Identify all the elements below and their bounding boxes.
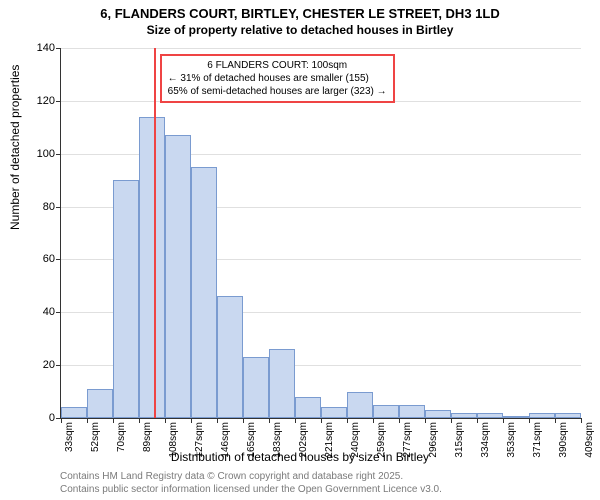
y-tick-label: 60 (43, 253, 55, 265)
footer-line1: Contains HM Land Registry data © Crown c… (60, 470, 442, 483)
y-tick-label: 40 (43, 306, 55, 318)
y-axis-label: Number of detached properties (8, 65, 22, 230)
y-tick-label: 100 (37, 148, 55, 160)
annotation-line2: ← 31% of detached houses are smaller (15… (168, 72, 387, 85)
page-subtitle: Size of property relative to detached ho… (0, 23, 600, 39)
histogram-bar (191, 167, 217, 418)
reference-line (154, 48, 156, 418)
histogram-bar (477, 413, 503, 418)
x-tick-label: 33sqm (64, 422, 75, 452)
histogram-bar (269, 349, 295, 418)
histogram-bar (165, 135, 191, 418)
histogram-bar (295, 397, 321, 418)
histogram-bar (87, 389, 113, 418)
footer-line2: Contains public sector information licen… (60, 483, 442, 496)
histogram-bar (347, 392, 373, 418)
annotation-line1: 6 FLANDERS COURT: 100sqm (168, 59, 387, 72)
histogram-bar (61, 407, 87, 418)
histogram-bar (399, 405, 425, 418)
histogram-bar (555, 413, 581, 418)
y-tick-label: 80 (43, 201, 55, 213)
histogram-bar (451, 413, 477, 418)
annotation-box: 6 FLANDERS COURT: 100sqm ← 31% of detach… (160, 54, 395, 103)
x-tick-label: 70sqm (116, 422, 127, 452)
y-tick-label: 140 (37, 42, 55, 54)
histogram-bar (217, 296, 243, 418)
y-tick-label: 20 (43, 359, 55, 371)
page-title: 6, FLANDERS COURT, BIRTLEY, CHESTER LE S… (0, 0, 600, 23)
y-tick-label: 120 (37, 95, 55, 107)
x-tick-label: 52sqm (90, 422, 101, 452)
plot-area: 020406080100120140 6 FLANDERS COURT: 100… (60, 48, 581, 419)
histogram-bar (503, 416, 529, 418)
chart-container: 6, FLANDERS COURT, BIRTLEY, CHESTER LE S… (0, 0, 600, 500)
histogram-bar (529, 413, 555, 418)
y-tick-label: 0 (49, 412, 55, 424)
x-tick-label: 89sqm (142, 422, 153, 452)
histogram-bar (321, 407, 347, 418)
x-axis-label: Distribution of detached houses by size … (0, 450, 600, 464)
histogram-bar (373, 405, 399, 418)
histogram-bar (139, 117, 165, 418)
histogram-bar (425, 410, 451, 418)
footer-text: Contains HM Land Registry data © Crown c… (60, 470, 442, 496)
histogram-bar (113, 180, 139, 418)
histogram-bar (243, 357, 269, 418)
annotation-line3: 65% of semi-detached houses are larger (… (168, 85, 387, 98)
histogram-bars (61, 48, 581, 418)
